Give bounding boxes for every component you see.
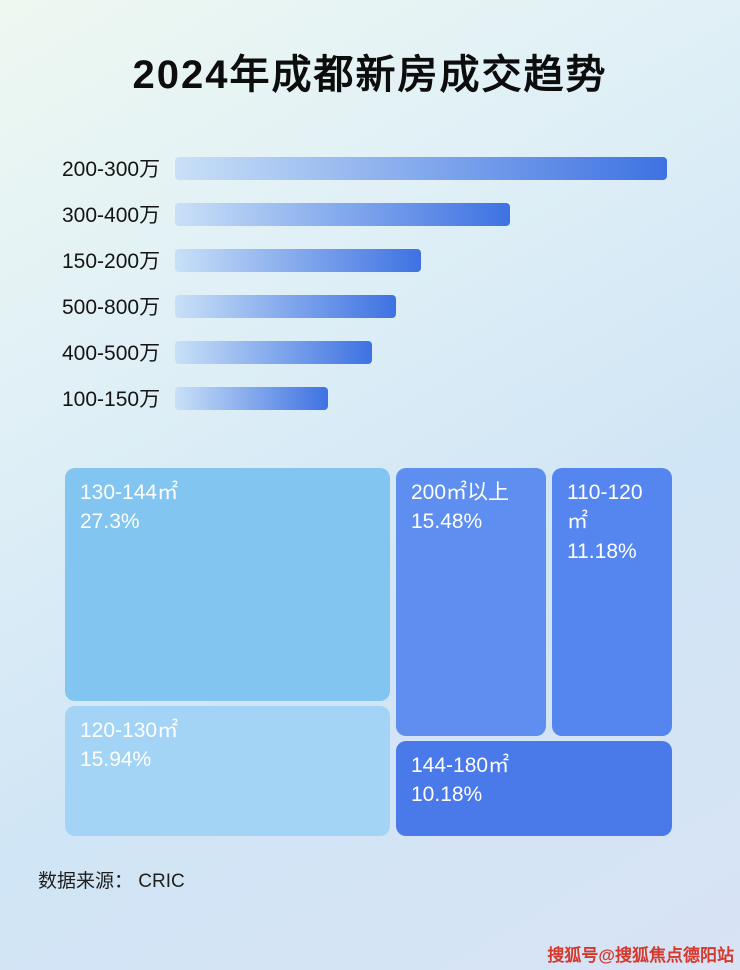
- treemap-block: 144-180㎡ 10.18%: [396, 741, 672, 836]
- bar-fill: [175, 386, 328, 410]
- treemap-block: 200㎡以上 15.48%: [396, 468, 546, 736]
- treemap-block-value: 11.18%: [567, 539, 637, 563]
- bar-fill: [175, 248, 421, 272]
- treemap-block-value: 10.18%: [411, 783, 483, 807]
- bar-row: 500-800万: [62, 294, 740, 319]
- bar-fill: [175, 340, 372, 364]
- bar-category-label: 500-800万: [62, 296, 161, 319]
- treemap-block-label: 200㎡以上: [411, 481, 510, 504]
- treemap: 130-144㎡ 27.3% 120-130㎡ 15.94% 200㎡以上 15.48% 1…: [65, 468, 672, 836]
- treemap-block: 110-120㎡ 11.18%: [552, 468, 672, 736]
- bar-fill: [175, 156, 667, 180]
- bar-row: 300-400万: [62, 202, 740, 227]
- treemap-block-label: 120-130㎡: [80, 719, 179, 742]
- treemap-block-value: 27.3%: [80, 510, 140, 534]
- bar-track: [175, 248, 667, 272]
- treemap-block-value: 15.48%: [411, 510, 483, 534]
- watermark: 搜狐号@搜狐焦点德阳站: [547, 946, 734, 965]
- treemap-block-label: 144-180㎡: [411, 754, 510, 777]
- bar-category-label: 200-300万: [62, 158, 161, 181]
- bar-track: [175, 202, 667, 226]
- treemap-block: 120-130㎡ 15.94%: [65, 706, 390, 836]
- bar-track: [175, 386, 667, 410]
- bar-category-label: 400-500万: [62, 342, 161, 365]
- treemap-block-label: 130-144㎡: [80, 481, 179, 504]
- bar-track: [175, 156, 667, 180]
- bar-row: 400-500万: [62, 340, 740, 365]
- bar-track: [175, 340, 667, 364]
- bar-row: 100-150万: [62, 386, 740, 411]
- bar-row: 200-300万: [62, 156, 740, 181]
- page-title: 2024年成都新房成交趋势: [132, 53, 608, 97]
- treemap-block-value: 15.94%: [80, 748, 152, 772]
- bar-row: 150-200万: [62, 248, 740, 273]
- bar-category-label: 100-150万: [62, 388, 161, 411]
- treemap-block-label: 110-120㎡: [567, 481, 643, 534]
- bar-category-label: 150-200万: [62, 250, 161, 273]
- bar-fill: [175, 294, 397, 318]
- data-source-label: 数据来源： CRIC: [38, 871, 185, 892]
- bar-category-label: 300-400万: [62, 204, 161, 227]
- bar-track: [175, 294, 667, 318]
- treemap-block: 130-144㎡ 27.3%: [65, 468, 390, 701]
- bar-fill: [175, 202, 510, 226]
- bar-chart: 200-300万 300-400万 150-200万 500-800万 400-500万…: [62, 156, 740, 411]
